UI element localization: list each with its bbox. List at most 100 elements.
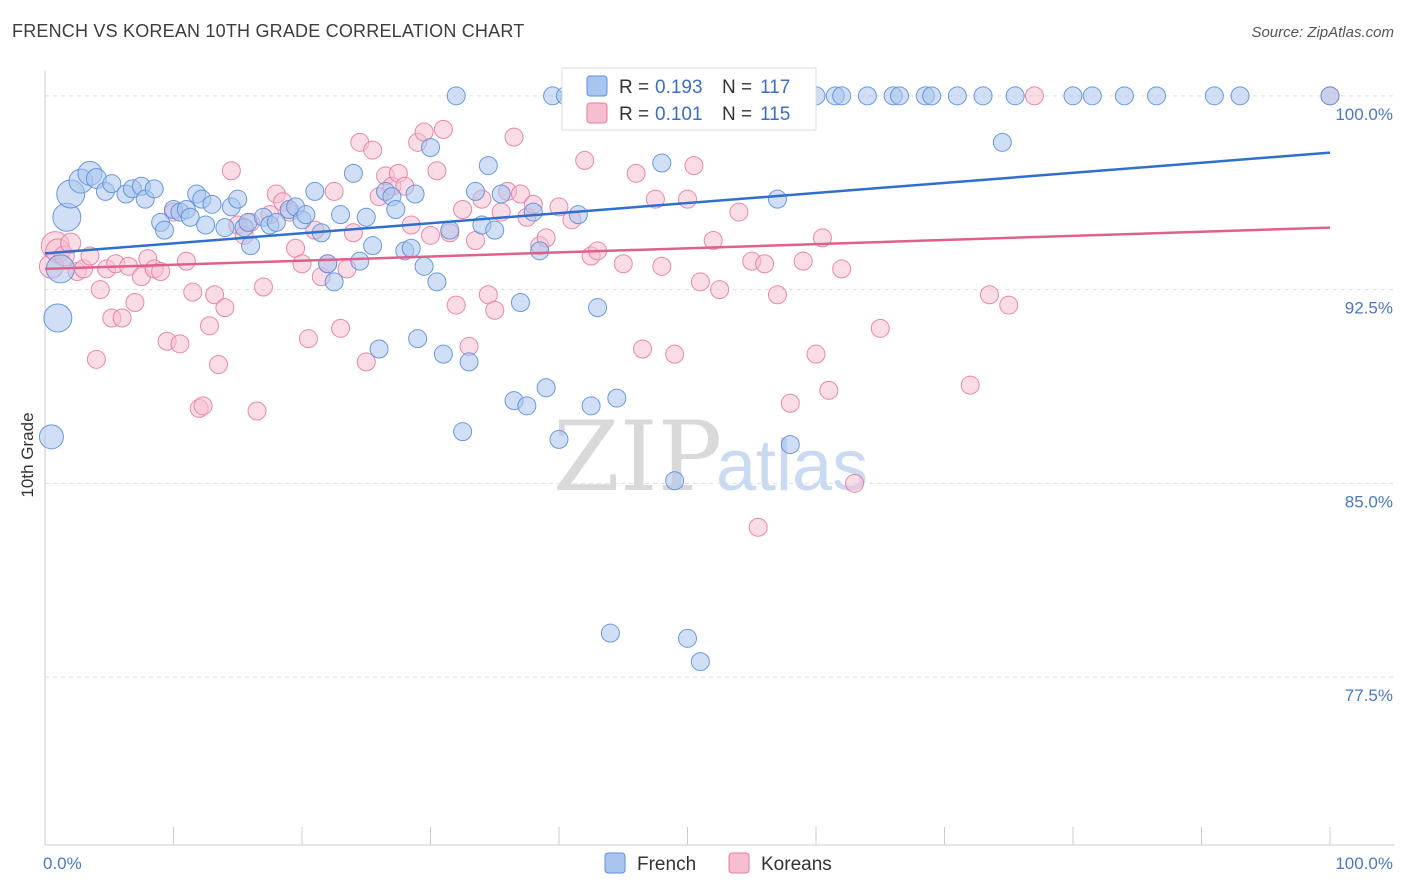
data-point-koreans: [331, 318, 351, 338]
data-point-french: [386, 200, 406, 219]
y-tick-label: 92.5%: [1345, 299, 1393, 318]
watermark: ZIP atlas: [553, 401, 868, 513]
data-point-french: [440, 220, 460, 240]
data-point-french: [922, 86, 942, 106]
data-point-french: [1082, 86, 1102, 106]
data-point-french: [196, 215, 216, 235]
data-point-french: [401, 238, 421, 258]
data-point-koreans: [999, 295, 1019, 315]
data-point-koreans: [645, 189, 665, 209]
data-point-french: [588, 298, 608, 318]
data-point-french: [652, 153, 672, 173]
data-point-french: [266, 212, 286, 232]
x-tick-label-min: 0.0%: [43, 854, 82, 873]
data-point-koreans: [208, 355, 228, 374]
data-point-french: [973, 86, 993, 106]
data-point-koreans: [343, 223, 363, 243]
data-point-koreans: [780, 393, 800, 413]
data-point-french: [992, 132, 1012, 152]
data-point-koreans: [767, 285, 787, 305]
data-point-french: [607, 388, 627, 408]
data-point-french: [305, 181, 325, 201]
data-point-french: [102, 174, 122, 194]
legend-swatch-koreans: [586, 102, 608, 124]
data-point-french: [1063, 86, 1083, 106]
data-point-koreans: [979, 285, 999, 305]
trend-line-french: [44, 151, 1331, 255]
data-point-french: [427, 272, 447, 292]
trend-lines: [44, 151, 1331, 271]
data-point-french: [1147, 86, 1167, 106]
data-point-koreans: [221, 161, 241, 181]
data-point-french: [144, 179, 164, 199]
data-point-koreans: [421, 225, 440, 245]
data-point-koreans: [845, 473, 865, 493]
data-point-french: [947, 86, 967, 106]
data-point-koreans: [125, 293, 145, 312]
data-point-french: [1114, 86, 1134, 106]
data-point-french: [433, 344, 453, 364]
data-point-french: [600, 623, 620, 643]
data-point-koreans: [575, 150, 595, 170]
data-point-french: [536, 378, 556, 398]
data-point-french: [568, 205, 588, 225]
grid-lines: [45, 95, 1395, 678]
data-point-koreans: [292, 254, 312, 274]
bottom-legend-swatch-koreans: [728, 852, 750, 874]
data-point-french: [38, 424, 64, 450]
legend-r-label-french: R =: [619, 77, 649, 98]
data-point-koreans: [613, 254, 633, 274]
data-point-koreans: [90, 280, 110, 300]
data-point-koreans: [183, 282, 203, 302]
data-point-french: [857, 86, 877, 106]
data-point-koreans: [755, 254, 775, 274]
data-point-koreans: [112, 308, 132, 328]
data-point-koreans: [199, 316, 219, 336]
series-legend: French Koreans: [604, 852, 832, 875]
data-point-french: [421, 138, 440, 157]
tick-labels: 77.5% 85.0% 92.5% 100.0% 0.0% 100.0%: [43, 105, 1393, 873]
x-tick-label-max: 100.0%: [1335, 854, 1393, 873]
data-point-french: [43, 303, 73, 333]
data-point-koreans: [684, 156, 704, 176]
data-point-koreans: [215, 298, 235, 318]
data-point-french: [678, 628, 697, 648]
legend-n-value-koreans: 115: [760, 104, 790, 125]
legend-n-label-french: N =: [722, 77, 752, 98]
data-point-french: [767, 189, 787, 209]
axes: [44, 70, 1395, 846]
legend-r-label-koreans: R =: [619, 104, 649, 125]
data-point-french: [491, 184, 511, 204]
data-point-french: [485, 220, 505, 240]
data-point-french: [459, 352, 479, 372]
trend-line-koreans: [44, 226, 1331, 271]
data-point-french: [369, 339, 389, 359]
data-point-french: [180, 207, 200, 227]
data-point-french: [446, 86, 466, 106]
data-point-koreans: [176, 251, 196, 271]
data-point-french: [832, 86, 852, 106]
data-point-french: [228, 189, 248, 209]
legend-swatch-french: [586, 75, 608, 97]
data-point-koreans: [80, 246, 100, 266]
chart-source: Source: ZipAtlas.com: [1251, 24, 1394, 41]
data-point-koreans: [298, 329, 318, 349]
data-point-koreans: [446, 295, 466, 315]
data-point-koreans: [633, 339, 653, 359]
data-point-koreans: [729, 202, 749, 222]
data-point-koreans: [510, 184, 530, 204]
legend-n-label-koreans: N =: [722, 104, 752, 125]
data-point-koreans: [205, 285, 225, 305]
data-point-french: [581, 396, 601, 416]
data-point-koreans: [703, 231, 723, 250]
data-point-koreans: [170, 334, 190, 354]
data-point-koreans: [485, 300, 505, 320]
data-point-koreans: [806, 344, 826, 364]
data-point-french: [331, 205, 351, 225]
stats-legend: R = 0.193 N = 117 R = 0.101 N = 115: [561, 67, 817, 131]
data-point-koreans: [453, 200, 473, 219]
chart-title: FRENCH VS KOREAN 10TH GRADE CORRELATION …: [12, 21, 525, 41]
data-point-french: [405, 184, 425, 204]
data-point-koreans: [812, 228, 832, 248]
